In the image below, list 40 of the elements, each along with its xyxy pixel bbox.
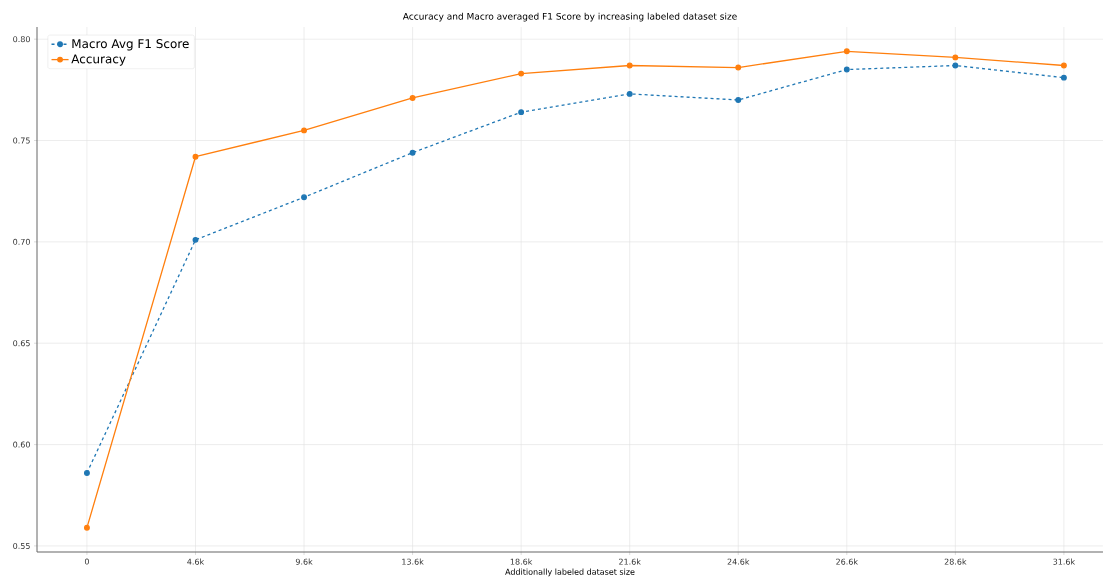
legend-label: Accuracy bbox=[71, 54, 126, 66]
x-tick-label: 28.6k bbox=[944, 558, 967, 565]
x-tick-label: 31.6k bbox=[1053, 558, 1076, 565]
point bbox=[735, 64, 742, 71]
x-tick-label: 26.6k bbox=[836, 558, 858, 565]
point bbox=[192, 236, 199, 243]
point bbox=[843, 66, 850, 73]
point bbox=[518, 70, 525, 77]
x-tick-label: 21.6k bbox=[619, 558, 641, 565]
x-tick-label: 13.6k bbox=[402, 558, 424, 565]
point bbox=[735, 97, 742, 103]
point bbox=[952, 54, 959, 61]
legend-label: Macro Avg F1 Score bbox=[72, 39, 189, 51]
x-tick-label: 0 bbox=[84, 558, 89, 565]
point bbox=[952, 62, 959, 69]
y-tick-label: 0.65 bbox=[13, 340, 30, 347]
point bbox=[409, 149, 416, 156]
point bbox=[626, 90, 633, 97]
point bbox=[192, 153, 199, 160]
x-tick-label: 9.6k bbox=[295, 558, 313, 565]
y-tick-label: 0.70 bbox=[13, 238, 30, 245]
point bbox=[83, 470, 90, 476]
y-tick-label: 0.60 bbox=[13, 441, 30, 448]
x-tick-label: 18.6k bbox=[510, 558, 533, 565]
point bbox=[301, 194, 307, 201]
point bbox=[843, 48, 850, 55]
y-tick-label: 0.55 bbox=[13, 542, 30, 549]
y-tick-label: 0.75 bbox=[13, 137, 30, 144]
point bbox=[518, 109, 525, 116]
point bbox=[1060, 62, 1067, 69]
chart-title: Accuracy and Macro averaged F1 Score by increasing labeled dataset size bbox=[402, 12, 737, 22]
point bbox=[301, 127, 307, 134]
x-tick-label: 4.6k bbox=[187, 558, 205, 565]
point bbox=[83, 524, 90, 531]
y-tick-label: 0.80 bbox=[13, 36, 30, 43]
x-axis-title: Additionally labeled dataset size bbox=[505, 568, 635, 577]
point bbox=[626, 62, 633, 69]
point bbox=[1060, 74, 1067, 81]
x-tick-label: 24.6k bbox=[727, 558, 750, 565]
point bbox=[409, 95, 416, 101]
